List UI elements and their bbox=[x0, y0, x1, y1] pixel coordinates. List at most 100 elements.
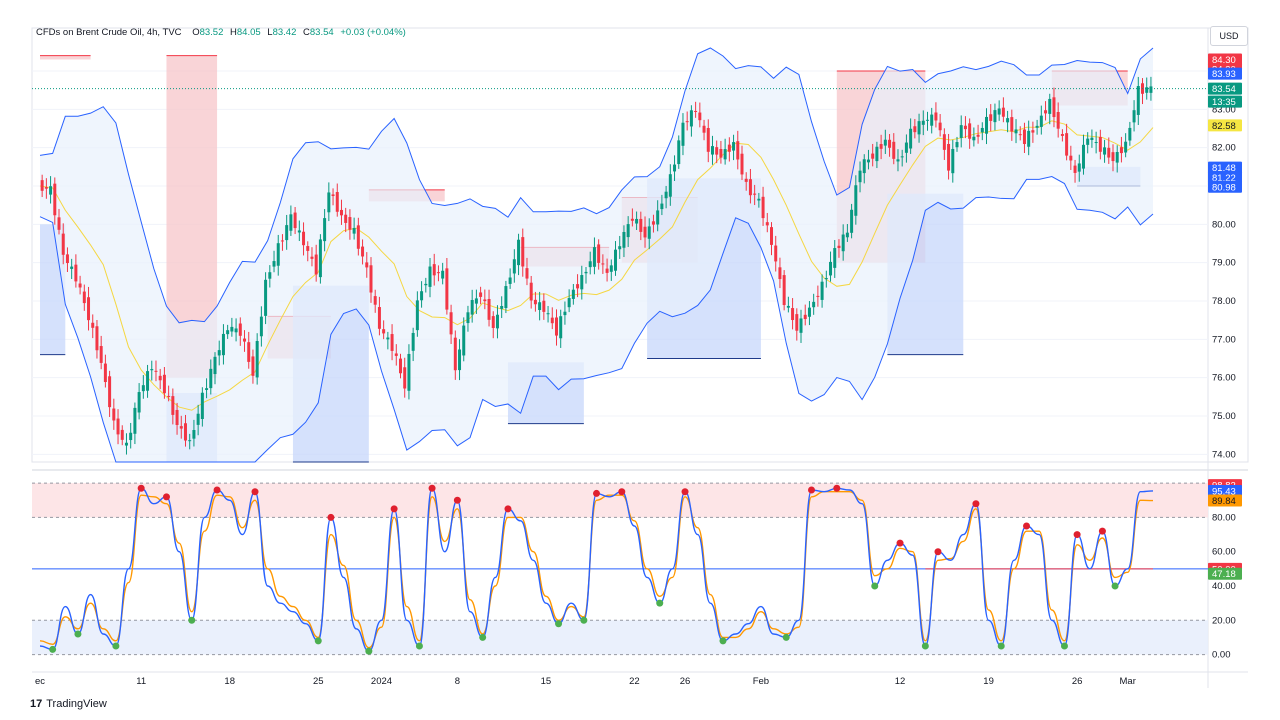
time-tick-label: 18 bbox=[224, 676, 235, 687]
candle-body bbox=[744, 178, 748, 182]
candle-body bbox=[1035, 125, 1039, 128]
time-tick-label: 2024 bbox=[371, 676, 392, 687]
currency-button[interactable]: USD bbox=[1210, 26, 1248, 46]
candle-body bbox=[951, 148, 955, 174]
candle-body bbox=[702, 125, 706, 133]
candle-body bbox=[1149, 86, 1153, 93]
candle-body bbox=[909, 128, 913, 149]
candle-body bbox=[985, 116, 989, 134]
candle-body bbox=[339, 209, 343, 216]
candle-body bbox=[344, 214, 348, 223]
candle-body bbox=[1111, 152, 1115, 162]
candle-body bbox=[1069, 155, 1073, 161]
candle-body bbox=[137, 392, 141, 413]
candle-body bbox=[740, 153, 744, 175]
candle-body bbox=[845, 232, 849, 238]
candle-body bbox=[791, 308, 795, 321]
price-tag bbox=[1208, 95, 1242, 108]
candle-body bbox=[276, 243, 280, 266]
close-value: 83.54 bbox=[309, 27, 334, 38]
price-pane[interactable] bbox=[32, 47, 1208, 463]
overbought-marker bbox=[137, 484, 145, 492]
candle-body bbox=[871, 153, 875, 159]
low-label: L bbox=[267, 27, 273, 38]
overbought-marker bbox=[1073, 531, 1081, 539]
candle-body bbox=[559, 316, 563, 339]
candle-body bbox=[1128, 127, 1132, 141]
candle-body bbox=[533, 299, 537, 305]
candle-body bbox=[268, 272, 272, 279]
candle-body bbox=[681, 122, 685, 146]
candle-body bbox=[997, 108, 1001, 115]
candle-body bbox=[205, 388, 209, 390]
osc-value-tag bbox=[1208, 484, 1242, 497]
time-tick-label: 22 bbox=[629, 676, 640, 687]
candle-body bbox=[706, 127, 710, 152]
candle-body bbox=[947, 143, 951, 171]
candle-body bbox=[453, 337, 457, 371]
candle-body bbox=[824, 278, 828, 280]
overbought-marker bbox=[390, 505, 398, 513]
candle-body bbox=[955, 142, 959, 148]
candle-body bbox=[883, 139, 887, 146]
candle-body bbox=[588, 261, 592, 268]
time-tick-label: ec bbox=[35, 676, 45, 687]
candle-body bbox=[605, 268, 609, 273]
candle-body bbox=[748, 179, 752, 196]
price-tag-label: 81.22 bbox=[1212, 173, 1236, 184]
candle-body bbox=[44, 187, 48, 189]
osc-value-tag-label: 89.84 bbox=[1212, 496, 1236, 507]
oversold-marker bbox=[921, 642, 929, 650]
oscillator-pane[interactable] bbox=[32, 482, 1208, 656]
oversold-marker bbox=[555, 620, 563, 628]
candle-body bbox=[677, 140, 681, 165]
overbought-marker bbox=[972, 500, 980, 508]
overbought-marker bbox=[681, 488, 689, 496]
candle-body bbox=[626, 224, 630, 238]
candle-body bbox=[171, 396, 175, 415]
oversold-marker bbox=[782, 633, 790, 641]
candle-body bbox=[601, 263, 605, 265]
candle-body bbox=[407, 353, 411, 391]
candle-body bbox=[1060, 134, 1064, 136]
candle-body bbox=[40, 180, 44, 191]
candle-body bbox=[753, 193, 757, 195]
candle-body bbox=[934, 112, 938, 121]
candle-body bbox=[723, 149, 727, 160]
candle-body bbox=[1006, 118, 1010, 123]
candle-body bbox=[251, 356, 255, 376]
candle-body bbox=[112, 408, 116, 421]
candle-body bbox=[399, 358, 403, 374]
candle-body bbox=[571, 289, 575, 299]
candle-body bbox=[609, 265, 613, 272]
candle-body bbox=[841, 234, 845, 252]
candle-body bbox=[234, 328, 238, 333]
oversold-marker bbox=[188, 616, 196, 624]
price-tick-label: 79.00 bbox=[1212, 258, 1236, 269]
candle-body bbox=[930, 114, 934, 126]
candle-body bbox=[1014, 129, 1018, 134]
candle-body bbox=[1145, 87, 1149, 93]
tradingview-name: TradingView bbox=[46, 698, 107, 710]
candle-body bbox=[327, 192, 331, 213]
candle-body bbox=[959, 125, 963, 138]
candle-body bbox=[529, 282, 533, 301]
candle-body bbox=[689, 110, 693, 127]
candle-body bbox=[736, 141, 740, 160]
candle-body bbox=[500, 306, 504, 309]
candle-body bbox=[394, 353, 398, 356]
candle-body bbox=[289, 214, 293, 231]
candle-body bbox=[673, 164, 677, 172]
candle-body bbox=[715, 147, 719, 155]
candle-body bbox=[1077, 163, 1081, 172]
tradingview-branding: 17 TradingView bbox=[30, 698, 107, 710]
candle-body bbox=[221, 333, 225, 356]
overbought-marker bbox=[1023, 522, 1031, 530]
candle-body bbox=[403, 367, 407, 389]
candle-body bbox=[65, 254, 69, 264]
candle-body bbox=[356, 225, 360, 249]
candle-body bbox=[124, 442, 128, 446]
candle-body bbox=[942, 134, 946, 150]
candle-body bbox=[449, 312, 453, 335]
